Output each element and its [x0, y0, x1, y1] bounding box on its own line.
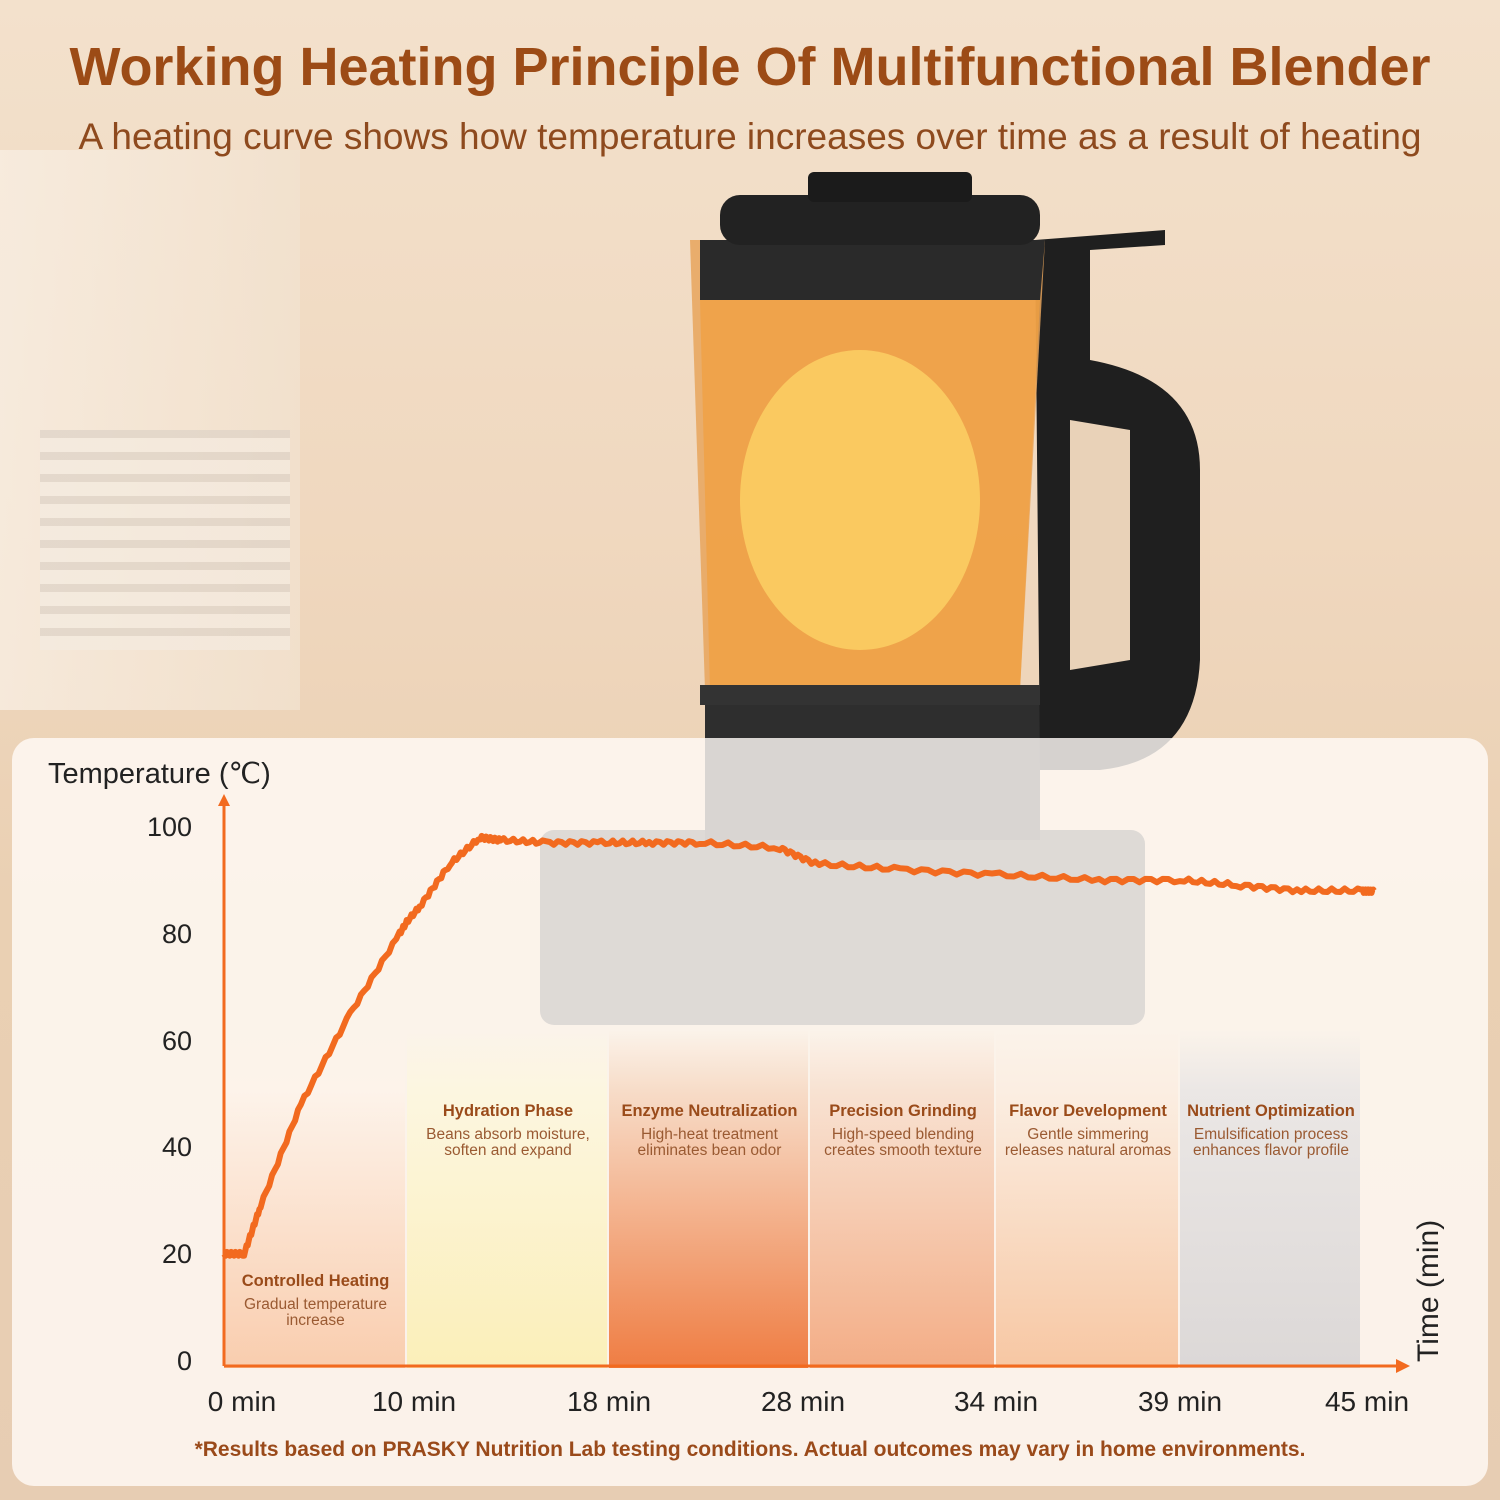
phase-desc-line: eliminates bean odor [637, 1142, 782, 1159]
y-tick-label: 20 [161, 1239, 192, 1270]
y-tick-label: 80 [161, 918, 192, 949]
x-tick-label: 28 min [760, 1386, 846, 1417]
temperature-curve [221, 832, 1377, 1259]
phase-title: Flavor Development [1009, 1102, 1167, 1120]
phase-desc: Gradual temperature increase [216, 1297, 416, 1329]
phase-desc: Emulsification process enhances flavor pr… [1171, 1127, 1371, 1159]
phase-desc: Gentle simmering releases natural aromas [988, 1127, 1188, 1159]
phase-band [609, 1030, 808, 1368]
phase-desc-line: creates smooth texture [824, 1142, 982, 1159]
phase-label: Nutrient Optimization Emulsification proc… [1171, 1102, 1371, 1159]
x-tick-label: 39 min [1137, 1386, 1223, 1417]
phase-desc-line: Gradual temperature [243, 1296, 388, 1313]
x-axis-arrow [1396, 1359, 1410, 1373]
x-tick-label: 34 min [953, 1386, 1039, 1417]
phase-title: Nutrient Optimization [1187, 1102, 1355, 1120]
phase-label: Controlled Heating Gradual temperature inc… [216, 1272, 416, 1329]
phase-desc-line: High-speed blending [831, 1126, 975, 1143]
phase-desc: High-heat treatment eliminates bean odor [610, 1127, 810, 1159]
footnote: *Results based on PRASKY Nutrition Lab t… [194, 1438, 1306, 1461]
phase-title: Enzyme Neutralization [621, 1102, 798, 1120]
y-axis-label: Temperature (℃) [48, 758, 271, 790]
phase-band [996, 1030, 1178, 1368]
phase-desc-line: Beans absorb moisture, [426, 1126, 590, 1143]
x-tick-label: 45 min [1324, 1386, 1410, 1417]
x-tick-label: 18 min [566, 1386, 652, 1417]
phase-desc-line: enhances flavor profile [1193, 1142, 1349, 1159]
phase-desc-line: Gentle simmering [1027, 1126, 1149, 1143]
page-subtitle: A heating curve shows how temperature in… [78, 116, 1422, 157]
phase-band [224, 1030, 405, 1368]
phase-band [1180, 1030, 1360, 1368]
phase-label: Hydration Phase Beans absorb moisture, sof… [408, 1102, 608, 1159]
y-tick-label: 60 [161, 1025, 192, 1056]
y-tick-label: 40 [161, 1132, 192, 1163]
phase-band [810, 1030, 994, 1368]
y-tick-label: 100 [146, 812, 192, 842]
phase-label: Precision Grinding High-speed blending cre… [803, 1102, 1003, 1159]
phase-desc-line: soften and expand [444, 1142, 572, 1159]
y-axis-arrow [218, 794, 230, 806]
phase-desc-line: releases natural aromas [1004, 1142, 1172, 1159]
phase-desc-line: increase [286, 1312, 345, 1329]
phase-desc-line: Emulsification process [1193, 1126, 1349, 1143]
phase-desc-line: High-heat treatment [641, 1126, 778, 1143]
x-tick-label: 0 min [207, 1386, 277, 1417]
phase-label: Enzyme Neutralization High-heat treatment… [610, 1102, 810, 1159]
page-title: Working Heating Principle Of Multifuncti… [69, 37, 1431, 97]
y-tick-label: 0 [176, 1346, 192, 1376]
phase-title: Controlled Heating [241, 1272, 390, 1290]
background-blinds [40, 430, 290, 650]
phase-title: Precision Grinding [829, 1102, 977, 1120]
phase-band [407, 1030, 607, 1368]
phase-desc: Beans absorb moisture, soften and expand [408, 1127, 608, 1159]
phase-title: Hydration Phase [442, 1102, 574, 1120]
phase-label: Flavor Development Gentle simmering releas… [988, 1102, 1188, 1159]
phase-desc: High-speed blending creates smooth textur… [803, 1127, 1003, 1159]
x-tick-label: 10 min [371, 1386, 457, 1417]
